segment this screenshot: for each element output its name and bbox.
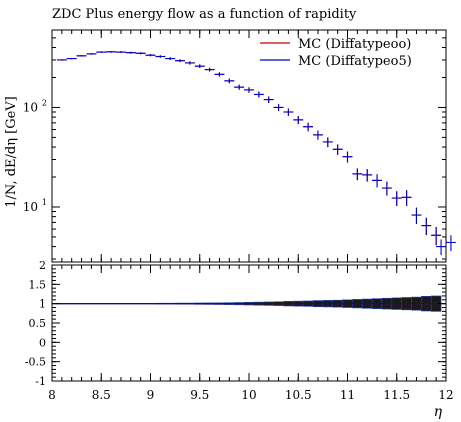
ratio-tick-label: 1 — [39, 298, 46, 311]
y-axis-label: 1/N, dE/dη [GeV] — [4, 96, 19, 208]
legend-label: MC (Diffatypeo5) — [298, 54, 412, 69]
legend-label: MC (Diffatypeoo) — [298, 37, 411, 52]
y-tick-exponent: 1 — [42, 198, 47, 207]
ratio-tick-label: 0.5 — [29, 317, 47, 330]
ratio-band — [52, 295, 446, 312]
y-tick-label: 10 — [23, 100, 38, 114]
x-tick-label: 11 — [340, 388, 355, 402]
chart-title: ZDC Plus energy flow as a function of ra… — [52, 7, 357, 22]
ratio-tick-label: -0.5 — [25, 356, 46, 369]
y-tick-label: 10 — [23, 200, 38, 214]
x-axis-label: η — [434, 404, 443, 420]
x-tick-label: 12 — [438, 388, 453, 402]
x-tick-label: 10 — [241, 388, 256, 402]
x-tick-label: 8 — [48, 388, 56, 402]
ratio-panel-frame — [51, 264, 447, 382]
data-points — [56, 51, 456, 256]
x-tick-label: 8.5 — [92, 388, 111, 402]
x-tick-label: 9.5 — [190, 388, 209, 402]
x-tick-label: 11.5 — [383, 388, 410, 402]
ratio-tick-label: 1.5 — [29, 278, 47, 291]
x-tick-label: 9 — [147, 388, 155, 402]
legend: MC (Diffatypeoo) MC (Diffatypeo5) — [260, 37, 412, 69]
ratio-tick-label: 2 — [39, 259, 46, 272]
ratio-tick-label: 0 — [39, 336, 46, 349]
ratio-tick-label: -1 — [35, 375, 46, 388]
y-tick-exponent: 2 — [42, 98, 47, 107]
main-plot-frame — [51, 29, 447, 382]
y-axis-label-text: 1/N, dE/dη [GeV] — [4, 96, 19, 208]
x-tick-label: 10.5 — [285, 388, 312, 402]
